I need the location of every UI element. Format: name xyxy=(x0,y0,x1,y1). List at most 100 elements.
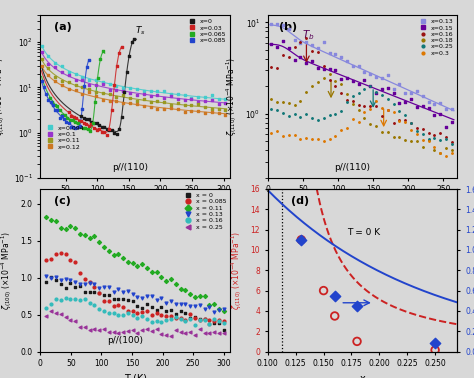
Point xyxy=(140,88,147,94)
Point xyxy=(153,326,161,332)
Point xyxy=(208,97,216,103)
Point xyxy=(72,124,79,130)
Point xyxy=(413,128,420,134)
Point xyxy=(167,276,175,282)
Point xyxy=(154,93,161,99)
Text: T = 0 K: T = 0 K xyxy=(347,228,381,237)
Point xyxy=(396,117,403,123)
Point xyxy=(43,214,50,220)
Point xyxy=(174,100,182,106)
Point xyxy=(97,56,104,62)
Point xyxy=(105,126,113,132)
Text: $T_s$: $T_s$ xyxy=(135,24,146,37)
Point xyxy=(210,309,218,315)
Point xyxy=(147,93,155,99)
Point xyxy=(172,311,180,317)
Point xyxy=(366,71,374,77)
Point xyxy=(129,291,137,297)
Point xyxy=(91,302,98,308)
Point xyxy=(361,87,368,93)
Point xyxy=(196,318,204,324)
Point xyxy=(134,263,141,270)
Point xyxy=(201,330,209,336)
Point xyxy=(115,313,122,319)
Point xyxy=(396,81,403,87)
Point xyxy=(69,117,76,123)
Point xyxy=(177,301,184,307)
Point xyxy=(38,56,46,62)
Point xyxy=(153,318,161,324)
Point xyxy=(105,284,112,290)
Point xyxy=(163,278,170,284)
Point xyxy=(425,130,432,136)
Point xyxy=(52,274,60,280)
Point xyxy=(366,121,374,127)
Point xyxy=(100,244,108,250)
Point xyxy=(191,322,199,328)
Point xyxy=(442,136,450,142)
Point xyxy=(43,313,50,319)
Point xyxy=(297,54,304,60)
Point xyxy=(65,110,73,116)
Point xyxy=(153,310,161,316)
Point xyxy=(181,109,188,115)
Point xyxy=(194,101,202,107)
Point xyxy=(361,77,368,83)
Point xyxy=(167,316,175,322)
Point xyxy=(100,326,108,332)
Point xyxy=(129,312,137,318)
Point xyxy=(448,147,456,153)
Point xyxy=(126,90,134,96)
Point xyxy=(115,330,122,336)
X-axis label: T (K): T (K) xyxy=(124,200,146,210)
Point xyxy=(140,91,147,97)
Point xyxy=(210,319,218,325)
Point xyxy=(58,69,66,75)
Point xyxy=(353,303,361,309)
Point xyxy=(437,150,444,156)
Point xyxy=(448,106,456,112)
Point xyxy=(129,260,137,266)
Point xyxy=(355,102,363,108)
Point xyxy=(38,43,46,49)
Point xyxy=(196,318,204,324)
Point xyxy=(103,126,110,132)
Point xyxy=(72,225,79,231)
Point xyxy=(109,289,117,295)
Point xyxy=(158,319,165,325)
Point xyxy=(285,26,292,32)
Point xyxy=(45,97,52,103)
Y-axis label: $\zeta_{(110)}$ ($\times10^{-4}$ MPa$^{-1}$): $\zeta_{(110)}$ ($\times10^{-4}$ MPa$^{-… xyxy=(0,57,8,136)
Point xyxy=(222,107,229,113)
Point xyxy=(133,86,141,92)
Point xyxy=(85,123,93,129)
Point xyxy=(91,233,98,239)
Point xyxy=(113,131,120,137)
Point xyxy=(206,330,213,336)
Point xyxy=(337,127,345,133)
Point xyxy=(134,302,141,308)
Point xyxy=(57,311,64,317)
Point xyxy=(72,87,80,93)
Point xyxy=(366,83,374,89)
Point xyxy=(65,86,73,92)
Point xyxy=(109,251,117,257)
Point xyxy=(437,112,444,118)
Y-axis label: $\zeta_{(100)}$ ($\times10^{-4}$ MPa$^{-1}$): $\zeta_{(100)}$ ($\times10^{-4}$ MPa$^{-… xyxy=(0,231,15,310)
Point xyxy=(47,217,55,223)
Point xyxy=(120,90,128,96)
X-axis label: T (K): T (K) xyxy=(351,200,374,210)
Point xyxy=(285,54,292,60)
Point xyxy=(160,95,168,101)
Point xyxy=(99,90,107,96)
Point xyxy=(396,118,403,124)
Point xyxy=(85,116,93,122)
Point xyxy=(78,118,85,124)
Point xyxy=(326,77,333,83)
Point xyxy=(372,89,380,95)
Point xyxy=(100,308,108,314)
Point xyxy=(372,123,380,129)
Point xyxy=(86,128,94,134)
Point xyxy=(88,119,95,125)
Point xyxy=(103,132,110,138)
